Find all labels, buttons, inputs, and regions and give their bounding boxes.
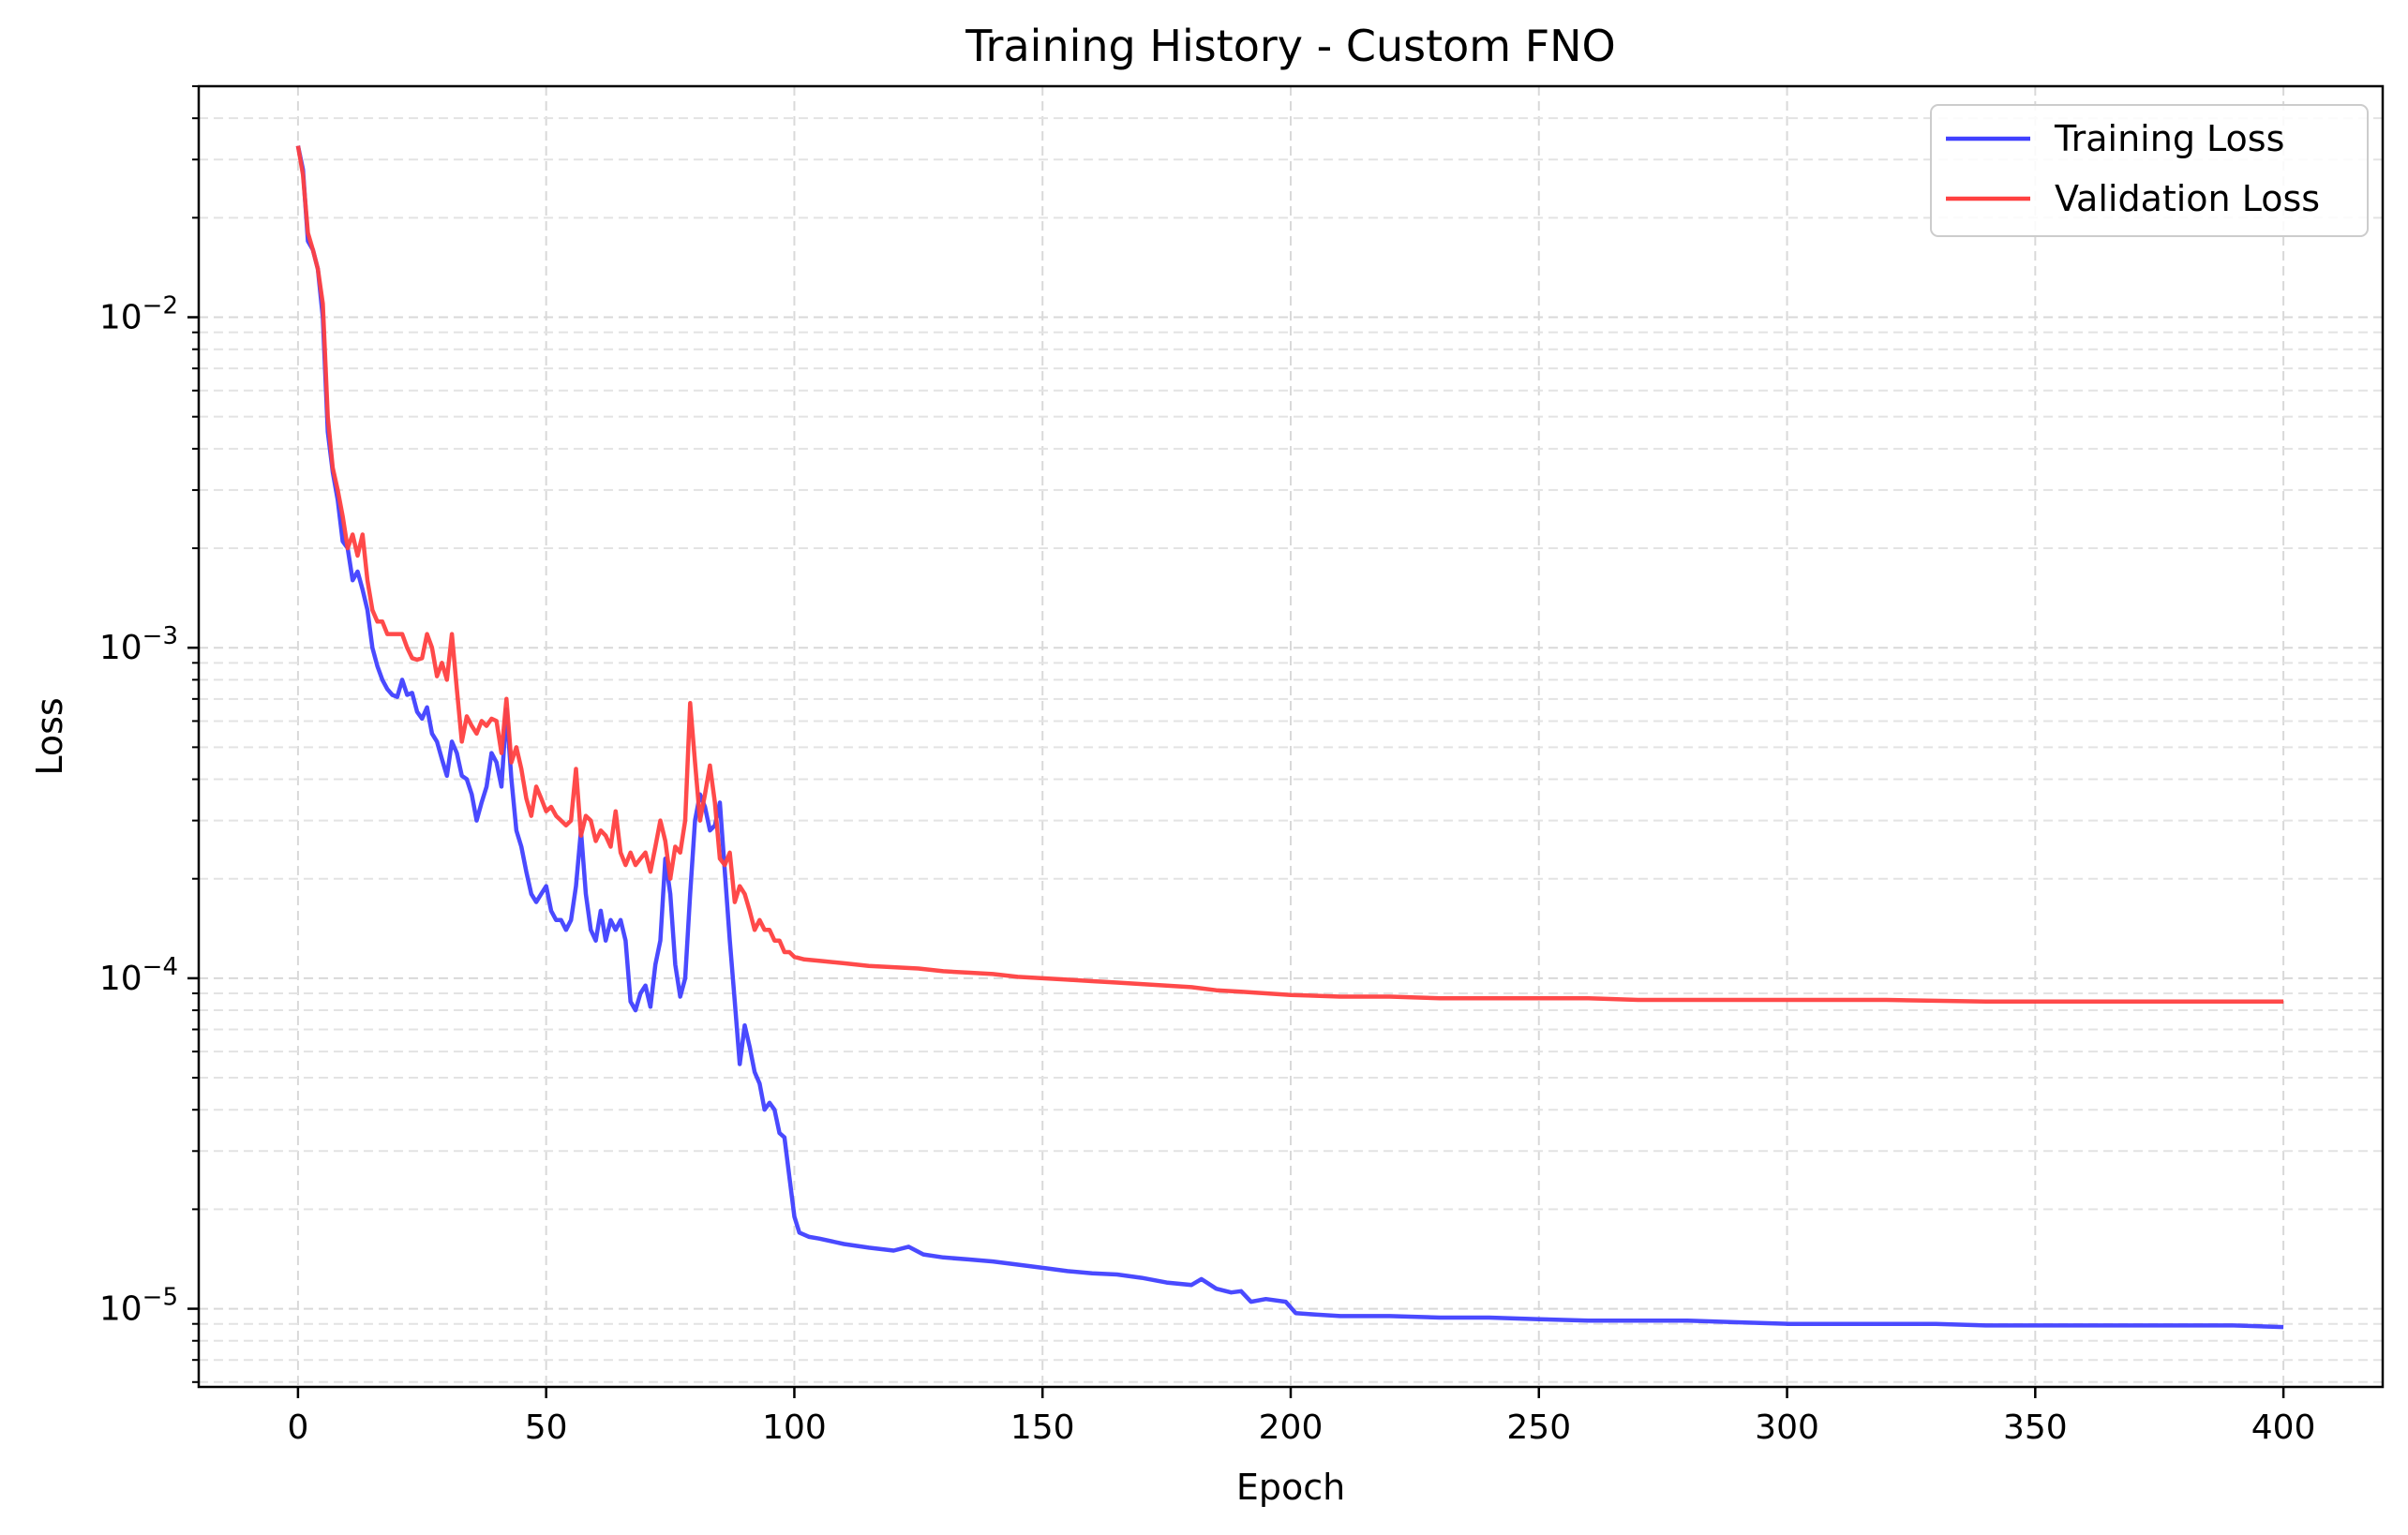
- legend-box: [1930, 104, 2369, 237]
- x-axis-label: Epoch: [1236, 1467, 1345, 1508]
- y-tick-label: 10−2: [99, 292, 178, 337]
- legend-label-training: Training Loss: [2054, 118, 2284, 159]
- grid: [199, 85, 2383, 1387]
- x-tick-label: 400: [2251, 1408, 2316, 1447]
- y-tick-label: 10−4: [99, 953, 178, 998]
- y-axis: 10−5 10−4 10−3 10−2: [99, 85, 199, 1383]
- x-tick-label: 50: [525, 1408, 568, 1447]
- x-tick-label: 300: [1755, 1408, 1819, 1447]
- x-tick-label: 200: [1259, 1408, 1324, 1447]
- series-lines: [295, 145, 2284, 1330]
- y-tick-label: 10−5: [99, 1284, 178, 1329]
- y-tick-label: 10−3: [99, 622, 178, 667]
- x-tick-label: 350: [2003, 1408, 2068, 1447]
- legend-label-validation: Validation Loss: [2055, 178, 2320, 219]
- x-tick-label: 150: [1010, 1408, 1075, 1447]
- x-tick-label: 250: [1506, 1408, 1571, 1447]
- chart-title: Training History - Custom FNO: [965, 21, 1616, 71]
- legend: Training Loss Validation Loss: [1930, 104, 2369, 237]
- y-axis-label: Loss: [29, 697, 70, 775]
- training-loss-line: [295, 145, 2284, 1330]
- validation-loss-line: [295, 145, 2284, 1005]
- x-tick-label: 100: [762, 1408, 827, 1447]
- x-axis: 0 50 100 150 200 250 300 350 400: [287, 1387, 2315, 1447]
- x-tick-label: 0: [287, 1408, 308, 1447]
